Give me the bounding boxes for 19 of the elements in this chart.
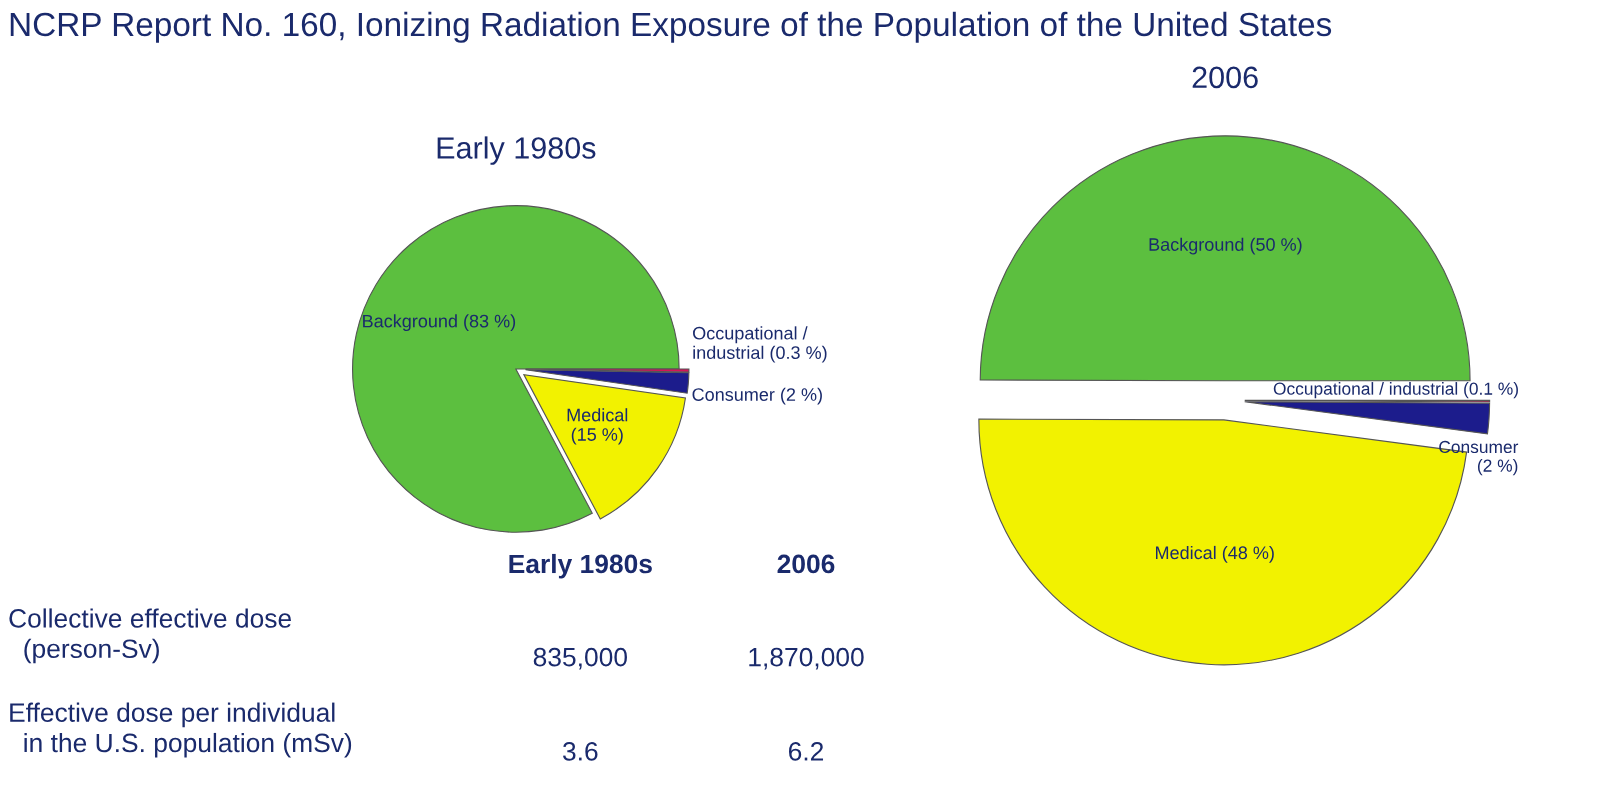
chart-title: Early 1980s [437, 136, 596, 165]
text: Collective effective dose (person-Sv) [9, 608, 291, 664]
slice-label: Medical (15 %) [567, 408, 628, 445]
text: NCRP Report No. 160, Ionizing Radiation Exposure of the Population of the United States [10, 11, 1332, 43]
text: 3.6 [562, 742, 598, 761]
slice-label: Occupational / industrial (0.3 %) [693, 326, 827, 363]
text: 6.2 [789, 742, 824, 761]
chart-title: 2006 [1192, 66, 1258, 89]
slice-label: Occupational / industrial (0.1 %) [1273, 382, 1518, 399]
text: Early 1980s [509, 553, 652, 579]
slice-label: Medical (48 %) [1155, 545, 1274, 563]
slice-label: Background (50 %) [1149, 237, 1302, 255]
slice-label: Consumer (2 %) [1439, 440, 1519, 476]
slice-label: Background (83 %) [363, 314, 516, 332]
text: 835,000 [533, 647, 627, 670]
text: Effective dose per individual in the U.S. population (mSv) [10, 702, 352, 758]
slice-label: Consumer (2 %) [692, 387, 822, 405]
text: 2006 [777, 554, 835, 574]
text: 1,870,000 [749, 647, 864, 670]
